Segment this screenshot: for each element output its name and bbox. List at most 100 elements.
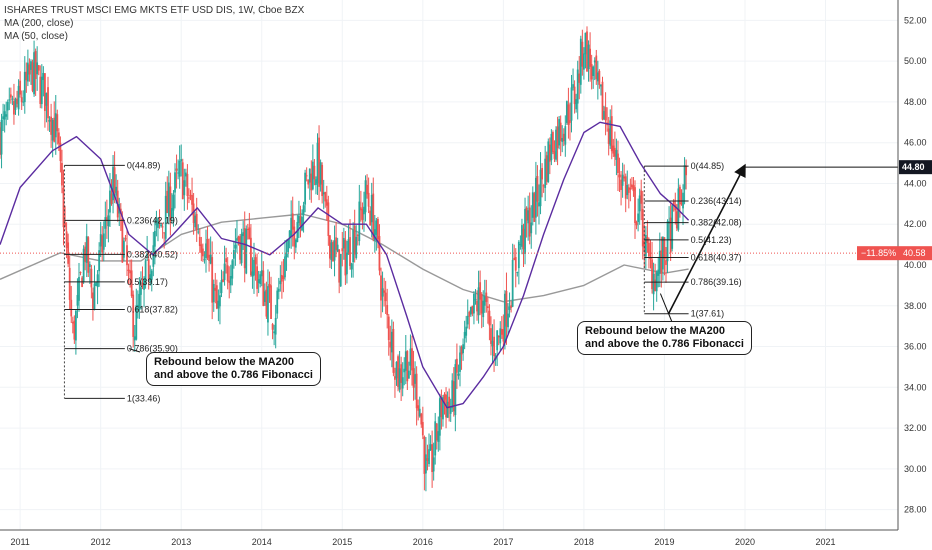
annotation-right-text: Rebound below the MA200 and above the 0.… [585, 325, 744, 350]
candle-body [136, 304, 139, 307]
annotation-left-pointer [128, 348, 141, 353]
candle-body [576, 69, 579, 104]
y-tick-label: 42.00 [904, 219, 927, 229]
candle-body [96, 274, 99, 288]
candle-body [578, 73, 581, 83]
candle-body [195, 213, 198, 231]
candle-body [527, 210, 530, 224]
candle-body [665, 260, 667, 265]
candle-body [595, 55, 598, 80]
candle-body [163, 232, 166, 234]
candle-body [104, 217, 107, 229]
annotation-right[interactable]: Rebound below the MA200 and above the 0.… [577, 321, 752, 355]
candle-body [223, 263, 226, 281]
candle-body [598, 70, 601, 85]
candle-body [398, 368, 401, 390]
candle-body [132, 294, 135, 337]
candle-body [544, 158, 547, 189]
candle-body [411, 348, 413, 371]
candle-body [325, 199, 328, 206]
candle-body [3, 111, 6, 120]
candle-body [90, 268, 93, 288]
candle-body [499, 328, 502, 344]
candle-body [541, 168, 543, 180]
candle-body [363, 206, 365, 215]
y-tick-label: 40.00 [904, 260, 927, 270]
candle-body [123, 240, 125, 258]
candle-body [330, 242, 333, 260]
candle-body [553, 151, 556, 159]
candle-body [121, 218, 124, 263]
candle-body [203, 259, 206, 261]
candle-body [305, 175, 308, 177]
candle-body [555, 129, 557, 160]
indicator-ma50-label[interactable]: MA (50, close) [4, 31, 68, 42]
chart-grid [0, 0, 898, 530]
fib-right-level-label: 0.618(40.37) [691, 252, 742, 262]
candle-body [491, 340, 494, 347]
fib-right-level-label: 0.236(43.14) [691, 196, 742, 206]
candle-body [20, 97, 23, 103]
candle-body [274, 318, 277, 335]
candle-body [16, 98, 18, 104]
candle-body [339, 253, 342, 287]
candle-body [225, 258, 228, 263]
fib-right-level-label: 1(37.61) [691, 309, 725, 319]
candle-body [435, 423, 438, 441]
candle-body [449, 407, 452, 414]
candle-body [675, 211, 678, 229]
candle-body [270, 285, 272, 319]
candle-body [644, 234, 647, 257]
candle-body [298, 215, 300, 223]
candle-body [19, 80, 22, 95]
candle-body [634, 187, 636, 223]
candle-body [572, 84, 574, 88]
candle-body [0, 127, 1, 155]
candle-body [276, 290, 279, 314]
candle-body [652, 273, 655, 295]
candle-body [229, 276, 232, 286]
candle-body [265, 289, 268, 317]
annotation-left[interactable]: Rebound below the MA200 and above the 0.… [146, 352, 321, 386]
annotation-left-text: Rebound below the MA200 and above the 0.… [154, 356, 313, 381]
candle-body [663, 237, 666, 260]
candle-body [45, 92, 48, 106]
candle-body [516, 272, 519, 274]
candle-body [507, 313, 509, 328]
candle-body [570, 87, 573, 121]
candle-body [581, 41, 584, 67]
candle-body [679, 186, 681, 205]
candle-body [316, 142, 319, 184]
candle-body [315, 179, 317, 185]
candle-body [169, 186, 172, 222]
candle-body [477, 287, 480, 316]
candle-body [440, 397, 443, 418]
candle-body [92, 292, 94, 309]
candle-body [372, 193, 375, 239]
candle-body [672, 200, 675, 206]
candle-body [76, 294, 79, 306]
candle-body [178, 160, 181, 177]
candle-body [473, 293, 475, 314]
candle-body [350, 263, 353, 270]
candle-body [384, 292, 387, 302]
y-tick-label: 50.00 [904, 56, 927, 66]
indicator-ma200-label[interactable]: MA (200, close) [4, 18, 74, 29]
candle-body [296, 221, 299, 243]
candle-body [308, 168, 311, 183]
candle-body [208, 254, 210, 262]
candle-body [431, 444, 434, 473]
candle-body [200, 244, 203, 253]
candle-body [395, 361, 398, 379]
candle-body [53, 117, 56, 142]
candle-body [502, 329, 505, 342]
candle-body [236, 238, 238, 241]
candle-body [59, 142, 62, 162]
candle-body [618, 174, 621, 178]
candle-body [524, 209, 526, 254]
candle-body [640, 190, 643, 204]
y-tick-label: 28.00 [904, 505, 927, 515]
candle-body [479, 282, 482, 300]
candle-body [152, 245, 155, 267]
